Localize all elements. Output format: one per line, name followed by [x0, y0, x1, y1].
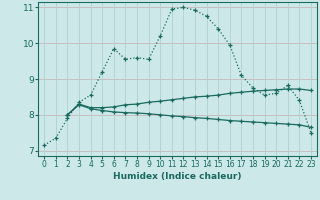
X-axis label: Humidex (Indice chaleur): Humidex (Indice chaleur) [113, 172, 242, 181]
